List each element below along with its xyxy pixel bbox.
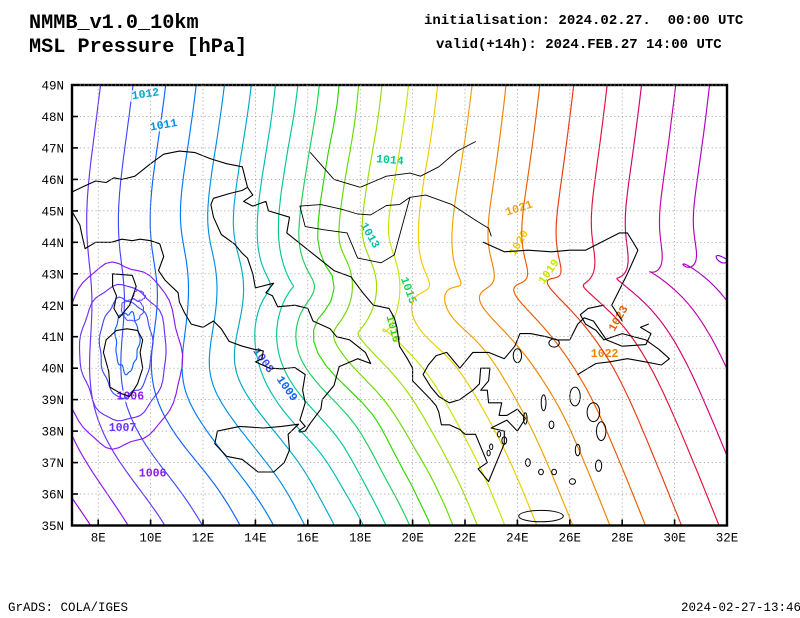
svg-text:39N: 39N: [41, 394, 64, 408]
svg-text:35N: 35N: [41, 520, 64, 534]
svg-text:38N: 38N: [41, 426, 64, 440]
svg-text:32E: 32E: [716, 532, 739, 546]
svg-text:47N: 47N: [41, 142, 64, 156]
svg-text:20E: 20E: [401, 532, 424, 546]
svg-text:1006: 1006: [139, 468, 167, 481]
svg-text:28E: 28E: [611, 532, 634, 546]
svg-text:37N: 37N: [41, 457, 64, 471]
svg-text:41N: 41N: [41, 331, 64, 345]
svg-text:1021: 1021: [504, 198, 534, 219]
svg-text:1007: 1007: [109, 422, 137, 435]
svg-text:43N: 43N: [41, 268, 64, 282]
svg-text:44N: 44N: [41, 237, 64, 251]
svg-text:22E: 22E: [454, 532, 477, 546]
svg-text:16E: 16E: [297, 532, 320, 546]
svg-text:24E: 24E: [506, 532, 529, 546]
svg-text:12E: 12E: [192, 532, 215, 546]
svg-text:1013: 1013: [357, 221, 382, 251]
svg-text:1011: 1011: [149, 117, 179, 135]
svg-text:1020: 1020: [507, 228, 532, 258]
svg-text:1014: 1014: [376, 153, 405, 168]
svg-text:1016: 1016: [383, 314, 403, 344]
svg-text:1012: 1012: [131, 86, 160, 103]
svg-text:10E: 10E: [139, 532, 162, 546]
svg-text:40N: 40N: [41, 363, 64, 377]
svg-text:14E: 14E: [244, 532, 267, 546]
svg-text:30E: 30E: [663, 532, 686, 546]
svg-text:46N: 46N: [41, 174, 64, 188]
svg-text:1022: 1022: [591, 348, 619, 361]
svg-text:45N: 45N: [41, 205, 64, 219]
svg-text:26E: 26E: [559, 532, 582, 546]
svg-text:49N: 49N: [41, 80, 64, 94]
svg-text:42N: 42N: [41, 300, 64, 314]
svg-text:36N: 36N: [41, 489, 64, 503]
svg-text:18E: 18E: [349, 532, 372, 546]
svg-text:1023: 1023: [607, 304, 632, 334]
svg-text:8E: 8E: [91, 532, 106, 546]
svg-text:48N: 48N: [41, 111, 64, 125]
